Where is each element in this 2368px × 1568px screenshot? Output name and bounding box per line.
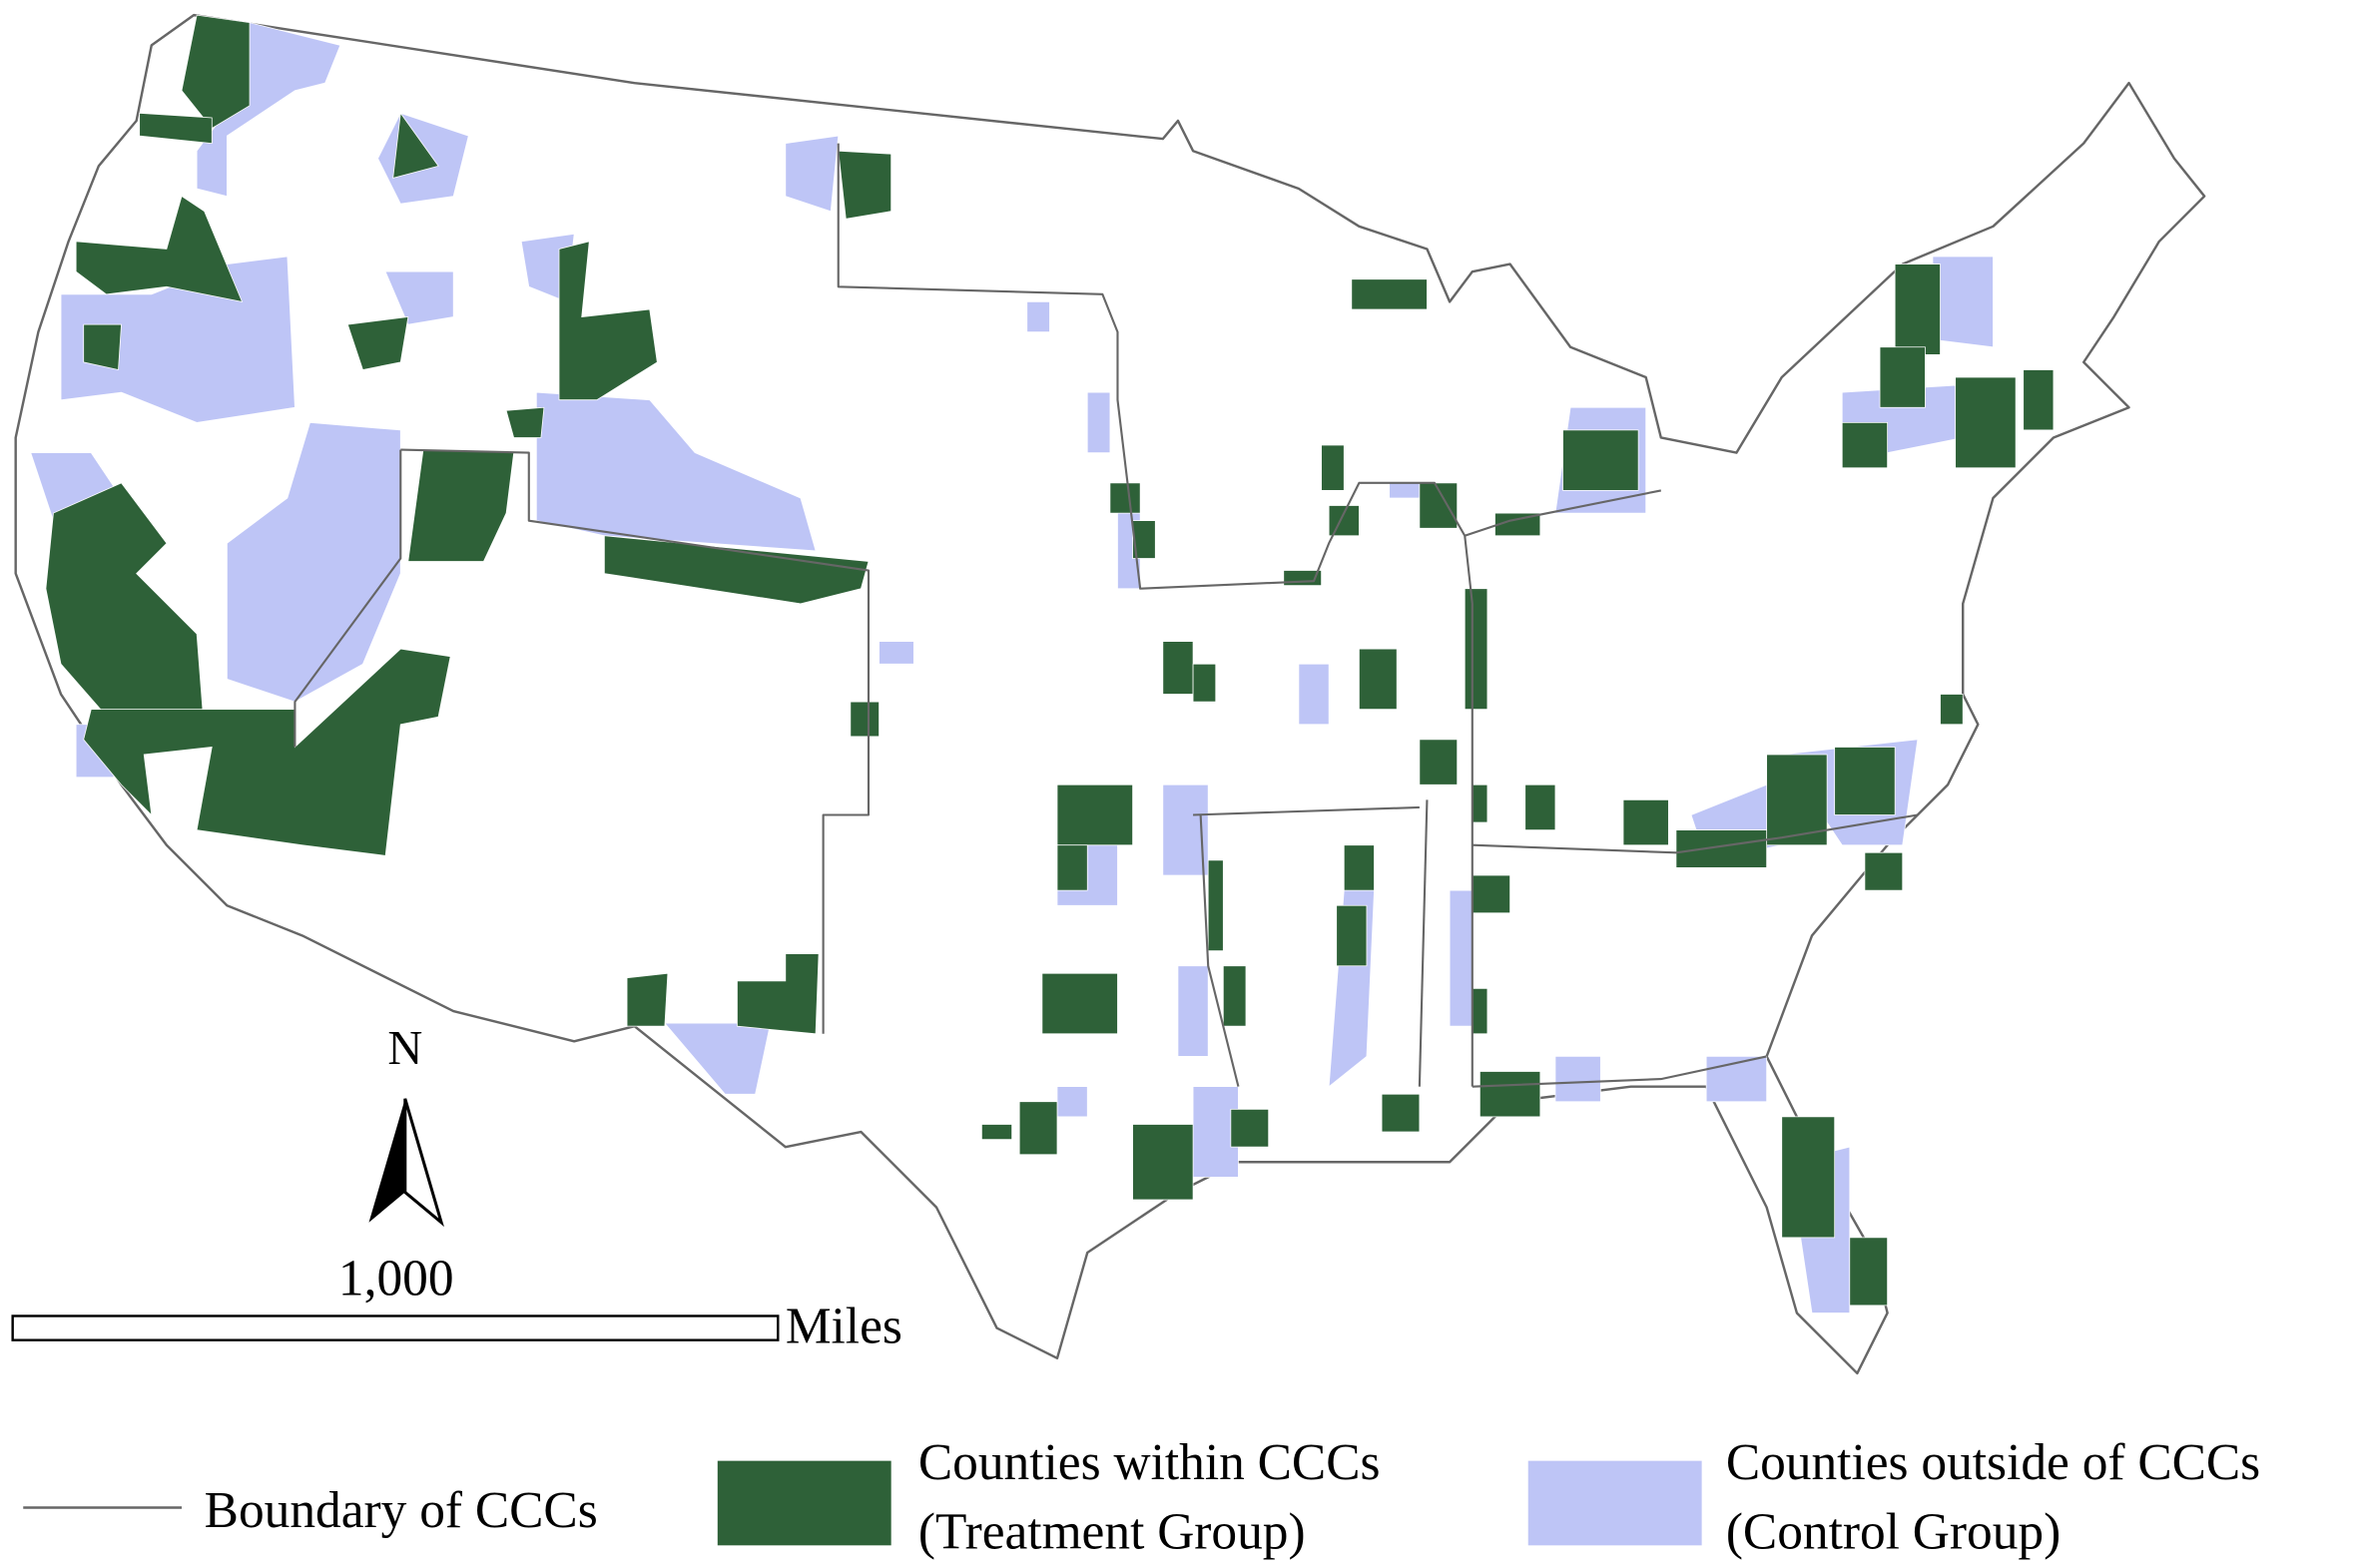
treatment-county	[1940, 694, 1964, 726]
ccc-boundary	[1193, 805, 1420, 816]
treatment-county	[1109, 482, 1141, 514]
treatment-county	[1524, 784, 1556, 830]
treatment-county	[1479, 1071, 1541, 1118]
treatment-county	[1336, 904, 1368, 967]
ccc-boundary	[294, 449, 402, 748]
north-arrow	[368, 1098, 405, 1223]
treatment-county	[181, 14, 251, 130]
control-county	[384, 270, 454, 325]
treatment-county	[838, 150, 892, 220]
treatment-county	[1879, 346, 1926, 408]
treatment-county	[1222, 965, 1247, 1027]
control-county	[1056, 1086, 1088, 1118]
treatment-county	[1041, 972, 1118, 1035]
treatment-county	[75, 195, 244, 302]
control-county	[1389, 482, 1421, 499]
control-county	[1298, 663, 1330, 726]
north-arrow	[403, 1098, 444, 1228]
legend-swatch	[1527, 1460, 1702, 1546]
ccc-boundary	[1472, 813, 1919, 854]
treatment-county	[139, 112, 213, 145]
treatment-county	[1494, 512, 1541, 537]
treatment-county	[1894, 263, 1941, 355]
ccc-boundary	[1472, 1055, 1767, 1088]
control-county	[664, 1022, 772, 1095]
treatment-county	[1849, 1237, 1888, 1307]
legend-label: Boundary of CCCs	[205, 1482, 598, 1539]
treatment-county	[1328, 505, 1360, 537]
north-label: N	[387, 1022, 422, 1075]
treatment-county	[1955, 376, 2017, 469]
treatment-county	[1464, 588, 1488, 711]
ccc-boundary	[1418, 799, 1429, 1087]
ccc-boundaries	[294, 143, 1919, 1088]
treatment-county	[1132, 1124, 1194, 1201]
treatment-county	[1192, 663, 1217, 703]
treatment-county	[1472, 784, 1488, 823]
treatment-county	[1230, 1108, 1270, 1148]
treatment-county	[1864, 851, 1904, 891]
treatment-county	[1207, 859, 1224, 951]
ccc-boundary	[837, 143, 1474, 1087]
treatment-county	[346, 316, 409, 370]
treatment-county	[1351, 278, 1428, 310]
treatment-county	[626, 972, 669, 1027]
treatment-county	[505, 406, 545, 438]
scale-bar	[11, 1314, 780, 1341]
treatment-county	[1381, 1093, 1421, 1133]
legend-label: Counties outside of CCCs	[1726, 1434, 2260, 1491]
treatment-county	[1056, 844, 1088, 891]
control-county	[1554, 1056, 1601, 1103]
treatment-county	[1841, 421, 1888, 469]
control-county	[1026, 301, 1050, 333]
treatment-county	[1766, 754, 1828, 846]
treatment-county	[83, 323, 122, 370]
treatment-county	[1472, 988, 1488, 1035]
ccc-boundary	[400, 448, 871, 1034]
treatment-county	[1419, 482, 1459, 529]
control-county	[1086, 391, 1111, 453]
treatment-county	[1419, 739, 1459, 785]
treatment-county	[45, 482, 206, 733]
legend-swatch	[717, 1460, 891, 1546]
legend-label: Counties within CCCs	[918, 1434, 1381, 1491]
control-county	[1932, 256, 1994, 348]
treatment-county	[1675, 829, 1768, 868]
control-county	[879, 641, 914, 665]
treatment-county	[1162, 641, 1194, 695]
treatment-county	[1562, 429, 1639, 491]
treatment-county	[850, 701, 880, 738]
treatment-county	[392, 112, 439, 179]
treatment-county	[1622, 798, 1669, 846]
control-county	[1449, 889, 1474, 1027]
legend-label: (Control Group)	[1726, 1503, 2061, 1560]
scale-unit: Miles	[786, 1299, 902, 1355]
treatment-county	[1472, 874, 1510, 914]
treatment-county	[981, 1124, 1013, 1140]
us-outline	[14, 13, 2206, 1375]
treatment-county	[558, 241, 658, 401]
treatment-county	[737, 953, 820, 1035]
treatment-county	[1132, 520, 1156, 559]
treatment-county	[1018, 1101, 1058, 1156]
control-county	[1177, 965, 1209, 1057]
treatment-county	[1321, 444, 1345, 491]
treatment-county	[1343, 844, 1375, 891]
ccc-boundary	[1464, 489, 1662, 537]
treatment-county	[2023, 369, 2055, 431]
treatment-county	[1056, 784, 1133, 846]
treatment-county	[1781, 1116, 1836, 1239]
control-county	[785, 135, 840, 213]
control-county	[1705, 1056, 1768, 1103]
ccc-boundary	[1199, 814, 1240, 1087]
legend-label: (Treatment Group)	[918, 1503, 1306, 1560]
treatment-county	[83, 648, 451, 856]
treatment-county	[604, 535, 870, 605]
county-patches	[30, 14, 2055, 1313]
treatment-county	[1359, 648, 1398, 711]
treatment-county	[1834, 747, 1896, 815]
scale-label: 1,000	[338, 1250, 454, 1307]
